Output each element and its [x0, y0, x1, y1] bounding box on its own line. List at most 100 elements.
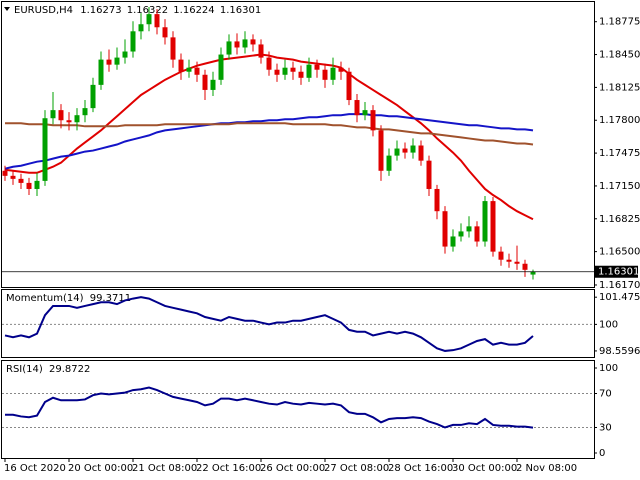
y-tick-label: 100 — [599, 363, 618, 374]
x-tick-label: 28 Oct 16:00 — [388, 463, 453, 474]
candle-body — [322, 69, 328, 80]
candle-body — [418, 145, 424, 161]
candle-body — [274, 69, 280, 75]
rsi-panel-frame — [1, 360, 595, 459]
candle-body — [146, 14, 152, 25]
candle-body — [250, 39, 256, 45]
candle-body — [282, 67, 288, 75]
candle-body — [458, 231, 464, 237]
candle-body — [338, 67, 344, 72]
chart-header: EURUSD,H4 1.16273 1.16322 1.16224 1.1630… — [14, 5, 261, 16]
candle-body — [210, 79, 216, 90]
candle-body — [178, 59, 184, 72]
candle-body — [226, 41, 232, 55]
candle-body — [506, 259, 512, 262]
candle-body — [242, 39, 248, 48]
y-tick-label: 1.18450 — [599, 50, 640, 61]
current-price-box — [594, 265, 638, 278]
x-tick-label: 21 Oct 08:00 — [132, 463, 197, 474]
candle-body — [354, 100, 360, 116]
candle-body — [330, 67, 336, 80]
candle-body — [346, 71, 352, 101]
indicator-value: 29.8722 — [49, 364, 90, 375]
candle-body — [202, 74, 208, 90]
candle-body — [66, 120, 72, 123]
candle-body — [306, 64, 312, 78]
candle-body — [162, 27, 168, 38]
last-high: 1.16322 — [127, 5, 168, 16]
candle-body — [138, 24, 144, 32]
symbol: EURUSD,H4 — [14, 5, 73, 16]
candle-body — [98, 59, 104, 85]
candle-body — [466, 226, 472, 232]
candle-body — [130, 31, 136, 52]
y-tick-label: 101.4755 — [599, 292, 640, 303]
y-tick-label: 1.17150 — [599, 181, 640, 192]
candle-body — [194, 67, 200, 75]
x-tick-label: 16 Oct 2020 — [4, 463, 66, 474]
candle-body — [58, 110, 64, 121]
candle-body — [258, 44, 264, 58]
candle-body — [82, 108, 88, 116]
candle-body — [370, 110, 376, 131]
y-tick-label: 1.17475 — [599, 148, 640, 159]
price-panel-frame — [1, 1, 595, 288]
x-tick-label: 27 Oct 08:00 — [324, 463, 389, 474]
last-open: 1.16273 — [80, 5, 121, 16]
candle-body — [266, 57, 272, 70]
candle-body — [50, 110, 56, 119]
x-tick-label: 2 Nov 08:00 — [516, 463, 577, 474]
momentum-panel-frame — [1, 289, 595, 358]
candle-body — [522, 263, 528, 270]
x-tick-label: 20 Oct 00:00 — [68, 463, 133, 474]
indicator-line — [4, 296, 534, 352]
y-tick-label: 70 — [599, 388, 612, 399]
y-tick-label: 30 — [599, 422, 612, 433]
candle-body — [402, 148, 408, 153]
last-close: 1.16301 — [220, 5, 261, 16]
candle-body — [234, 41, 240, 48]
candle-body — [378, 130, 384, 171]
candle-body — [106, 59, 112, 65]
current-price-label: 1.16301 — [598, 267, 639, 278]
candle-body — [114, 57, 120, 65]
candle-body — [426, 160, 432, 189]
last-low: 1.16224 — [173, 5, 214, 16]
y-tick-label: 1.17800 — [599, 115, 640, 126]
moving-average — [5, 122, 534, 146]
candle-body — [34, 180, 40, 189]
x-tick-label: 22 Oct 16:00 — [196, 463, 261, 474]
candle-body — [42, 118, 48, 181]
y-tick-label: 1.16825 — [599, 214, 640, 225]
candle-body — [154, 14, 160, 28]
indicator-line — [5, 386, 534, 429]
x-tick-label: 30 Oct 00:00 — [452, 463, 517, 474]
candle-body — [26, 182, 32, 189]
candle-body — [74, 115, 80, 123]
rsi-header: RSI(14) 29.8722 — [6, 364, 90, 375]
y-tick-label: 98.5596 — [599, 346, 640, 357]
y-tick-label: 1.16170 — [599, 280, 640, 291]
indicator-name: Momentum(14) — [6, 293, 84, 304]
candle-body — [314, 64, 320, 70]
candle-body — [434, 188, 440, 212]
collapse-icon[interactable] — [4, 7, 10, 11]
y-tick-label: 1.18775 — [599, 17, 640, 28]
y-tick-label: 100 — [599, 319, 618, 330]
candle-body — [362, 110, 368, 116]
x-tick-label: 26 Oct 00:00 — [260, 463, 325, 474]
indicator-value: 99.3711 — [90, 293, 131, 304]
candle-body — [514, 261, 520, 264]
candle-body — [122, 51, 128, 58]
candle-body — [186, 67, 192, 72]
candle-body — [386, 155, 392, 171]
candle-body — [410, 145, 416, 153]
y-tick-label: 1.16500 — [599, 247, 640, 258]
candle-body — [530, 271, 536, 275]
momentum-header: Momentum(14) 99.3711 — [6, 293, 131, 304]
moving-average — [4, 113, 534, 170]
candle-body — [490, 201, 496, 252]
candle-body — [18, 178, 24, 183]
candle-body — [10, 175, 16, 179]
